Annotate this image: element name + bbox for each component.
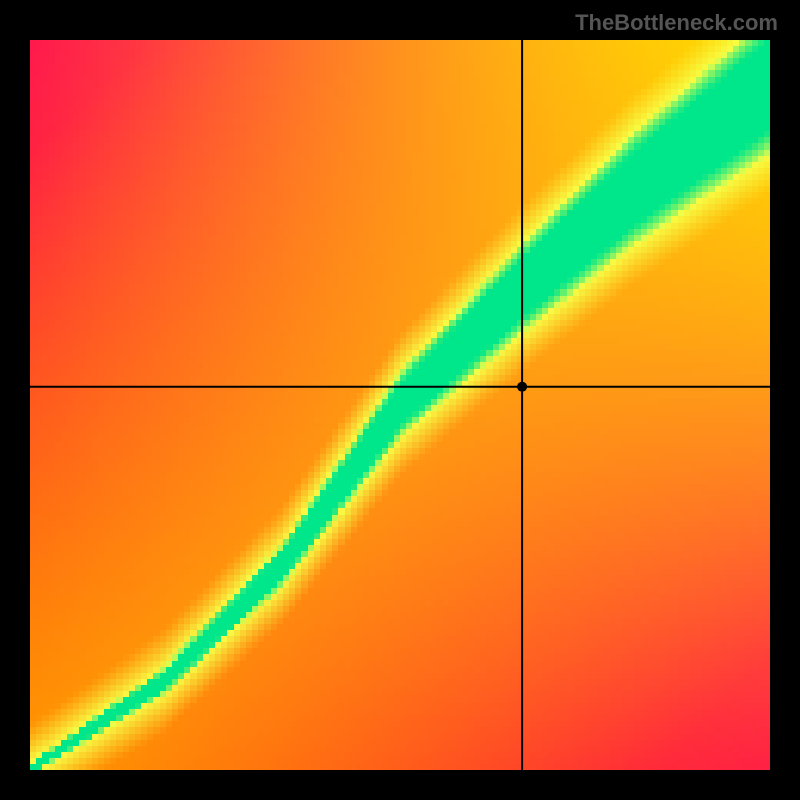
bottleneck-heatmap [30,40,770,770]
watermark-text: TheBottleneck.com [575,10,778,36]
chart-container: TheBottleneck.com [0,0,800,800]
